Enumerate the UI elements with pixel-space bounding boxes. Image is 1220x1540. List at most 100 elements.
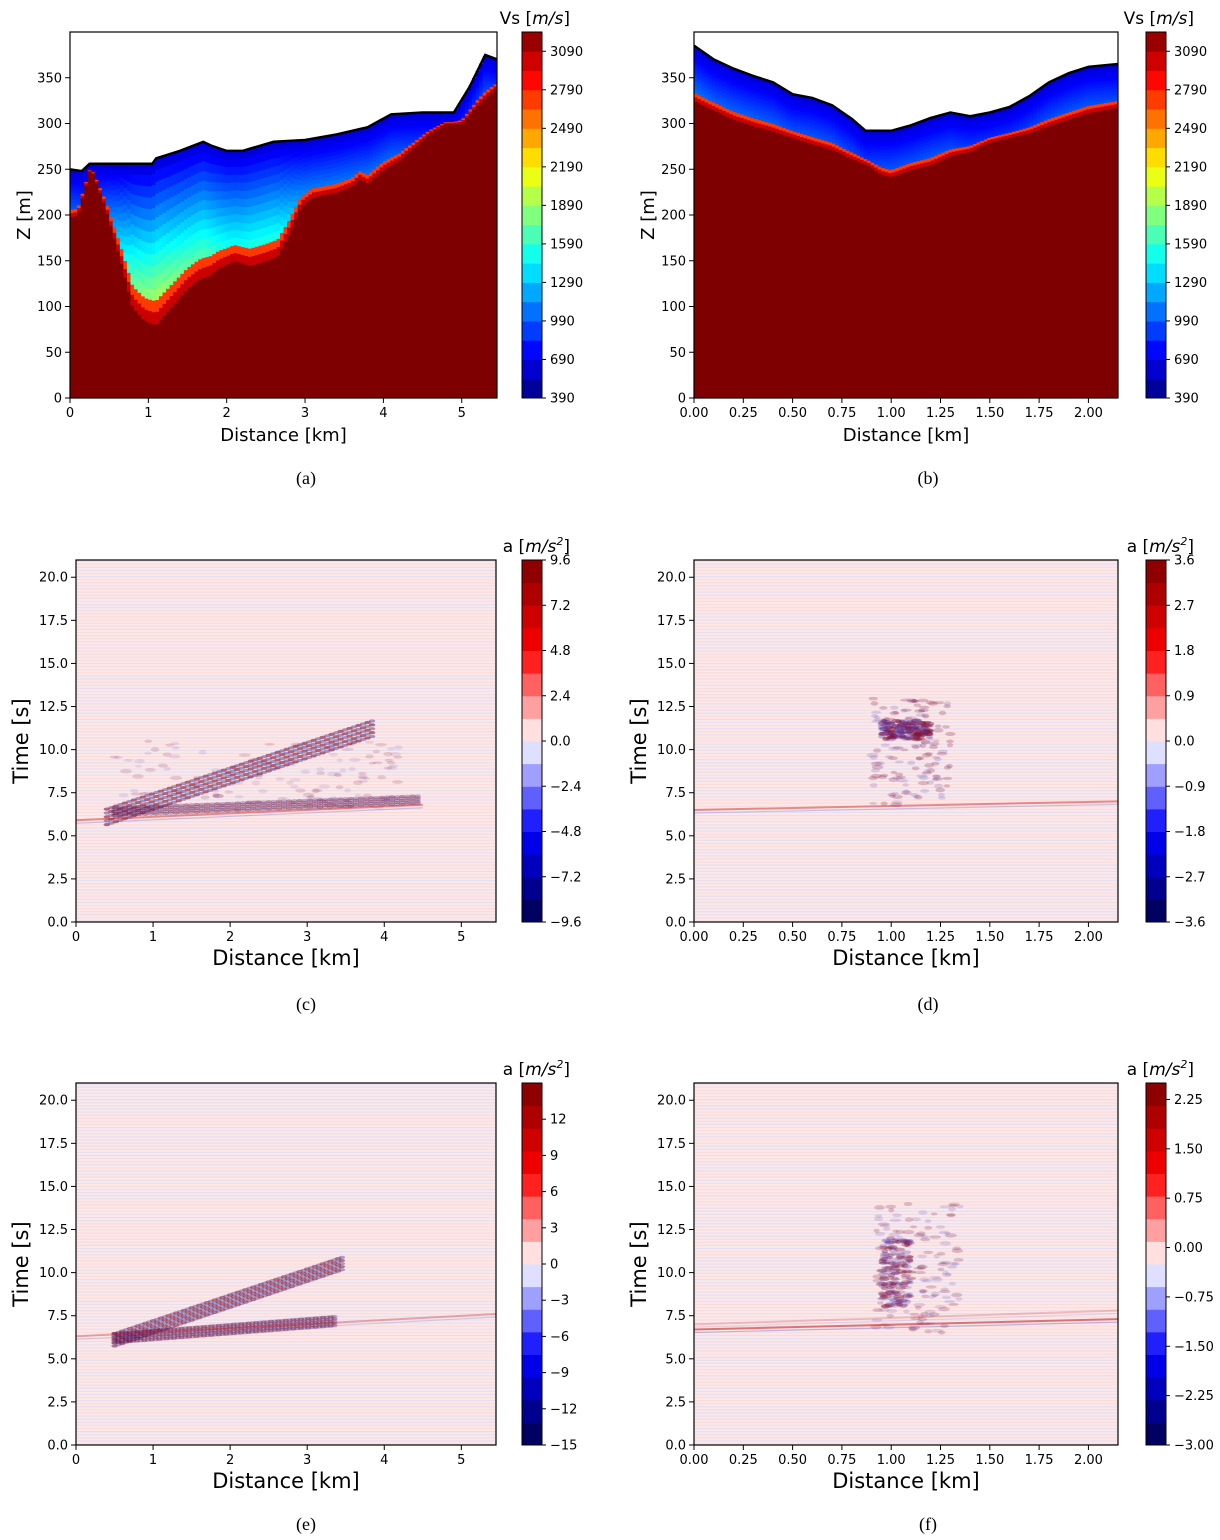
basement-cell <box>1050 124 1055 398</box>
wave-packet <box>202 778 209 782</box>
noise-stripe <box>694 755 1118 758</box>
velocity-cell <box>1086 73 1091 78</box>
velocity-cell <box>201 209 206 220</box>
velocity-cell <box>1043 84 1048 89</box>
wave-packet <box>321 801 329 806</box>
velocity-cell <box>269 175 274 185</box>
basement-cell <box>962 152 967 398</box>
velocity-cell <box>102 180 107 184</box>
noise-stripe <box>76 666 496 668</box>
velocity-cell <box>265 160 270 170</box>
velocity-cell <box>1079 69 1084 74</box>
velocity-cell <box>208 145 213 156</box>
velocity-cell <box>247 198 253 208</box>
y-tick-label: 200 <box>37 209 62 224</box>
colorbar-segment <box>1146 282 1166 303</box>
velocity-cell <box>126 181 132 192</box>
noise-stripe <box>694 700 1118 702</box>
velocity-cell <box>1040 107 1045 112</box>
velocity-cell <box>119 220 124 229</box>
wave-packet <box>363 800 370 804</box>
velocity-cell <box>1001 113 1006 116</box>
velocity-cell <box>902 159 907 163</box>
velocity-cell <box>761 79 766 84</box>
velocity-cell <box>1107 102 1112 107</box>
velocity-cell <box>475 92 480 96</box>
velocity-cell <box>155 157 160 171</box>
velocity-cell <box>835 111 840 116</box>
velocity-cell <box>262 252 267 262</box>
velocity-cell <box>930 160 935 165</box>
velocity-cell <box>1065 74 1070 78</box>
velocity-cell <box>77 208 82 212</box>
wave-packet <box>153 794 160 799</box>
velocity-cell <box>123 204 128 213</box>
velocity-cell <box>860 144 865 149</box>
velocity-cell <box>934 145 939 150</box>
wave-packet <box>399 800 406 804</box>
scattered-energy <box>903 789 910 794</box>
wave-packet <box>275 807 283 811</box>
basement-cell <box>1082 113 1087 398</box>
basement-cell <box>761 128 766 398</box>
velocity-cell <box>1082 94 1087 99</box>
velocity-cell <box>1082 100 1087 105</box>
wave-packet <box>404 800 411 804</box>
wave-packet <box>251 765 259 770</box>
colorbar-segment <box>1146 186 1166 206</box>
wave-packet <box>347 804 355 808</box>
velocity-cell <box>304 179 310 185</box>
velocity-cell <box>343 144 349 149</box>
basement-cell <box>997 139 1002 398</box>
velocity-cell <box>454 120 459 123</box>
y-tick-label: 50 <box>669 346 686 361</box>
colorbar-segment <box>522 378 542 399</box>
velocity-cell <box>708 97 713 102</box>
wave-packet <box>265 802 272 806</box>
velocity-cell <box>130 204 135 215</box>
velocity-cell <box>792 106 798 111</box>
velocity-cell <box>219 191 224 201</box>
velocity-cell <box>704 80 709 85</box>
scattered-energy <box>333 773 343 778</box>
basement-cell <box>849 158 854 398</box>
velocity-cell <box>73 209 78 213</box>
velocity-cell <box>84 183 89 186</box>
velocity-cell <box>233 198 238 207</box>
velocity-cell <box>870 146 875 150</box>
velocity-cell <box>1103 71 1108 76</box>
noise-stripe <box>76 911 496 913</box>
wave-packet <box>305 755 313 759</box>
wave-packet <box>323 749 331 754</box>
scattered-energy <box>146 804 154 809</box>
velocity-cell <box>1012 113 1017 117</box>
basement-cell <box>87 171 92 398</box>
velocity-cell <box>251 189 256 199</box>
wave-packet <box>311 806 319 810</box>
velocity-cell <box>393 155 398 160</box>
velocity-cell <box>916 145 921 149</box>
velocity-cell <box>750 86 755 91</box>
velocity-cell <box>789 102 794 107</box>
velocity-cell <box>479 93 484 97</box>
noise-stripe <box>76 787 496 789</box>
basement-cell <box>365 182 370 398</box>
velocity-cell <box>148 265 153 278</box>
velocity-cell <box>785 97 790 102</box>
velocity-cell <box>831 131 836 135</box>
wave-packet <box>255 804 262 808</box>
velocity-cell <box>301 167 306 173</box>
scattered-energy <box>926 780 934 785</box>
velocity-cell <box>287 154 292 162</box>
velocity-cell <box>1008 110 1013 114</box>
velocity-cell <box>386 123 391 128</box>
velocity-cell <box>276 222 281 232</box>
velocity-cell <box>768 119 773 124</box>
velocity-cell <box>208 154 213 165</box>
wave-packet <box>180 793 187 797</box>
wave-packet <box>131 811 139 815</box>
velocity-cell <box>322 182 327 187</box>
basement-cell <box>1047 125 1052 398</box>
velocity-cell <box>390 128 395 133</box>
velocity-cell <box>1075 103 1080 107</box>
